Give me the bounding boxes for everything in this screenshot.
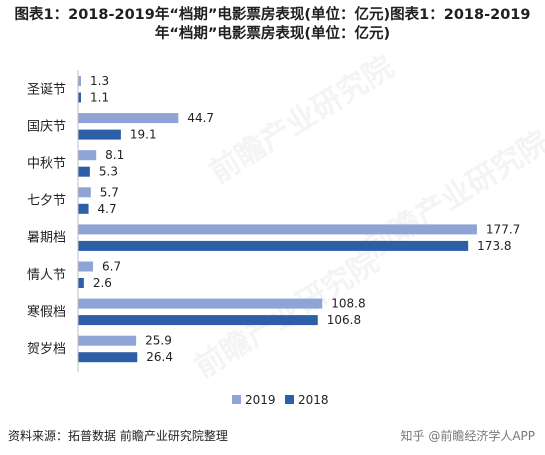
- data-label: 2.6: [93, 276, 112, 290]
- category-label: 圣诞节: [27, 82, 66, 97]
- category-label: 暑期档: [27, 231, 66, 246]
- bar-2018: [78, 92, 81, 103]
- category-label: 国庆节: [27, 119, 66, 134]
- legend-swatch-2018: [285, 395, 294, 404]
- bar-2019: [78, 298, 323, 309]
- legend-label-2019: 2019: [245, 393, 276, 407]
- bar-chart: 圣诞节 1.3 1.1 国庆节 44.7 19.1 中秋节 8.1 5.3 七夕节 5.7 4.7 暑期…: [27, 70, 520, 407]
- data-label: 173.8: [477, 239, 511, 253]
- data-label: 177.7: [486, 222, 520, 236]
- data-label: 1.3: [90, 74, 109, 88]
- credit-text: 知乎 @前瞻经济学人APP: [400, 429, 536, 443]
- bar-2018: [78, 278, 84, 288]
- bar-2018: [78, 166, 90, 177]
- data-label: 4.7: [98, 202, 117, 216]
- bar-2018: [78, 203, 89, 214]
- data-label: 25.9: [145, 334, 172, 348]
- data-label: 5.3: [99, 165, 118, 179]
- legend-label-2018: 2018: [298, 393, 329, 407]
- bar-2019: [78, 150, 97, 161]
- category-label: 情人节: [27, 268, 66, 283]
- data-label: 5.7: [100, 185, 119, 199]
- data-label: 44.7: [187, 111, 214, 125]
- data-label: 19.1: [130, 128, 157, 142]
- data-label: 108.8: [331, 297, 365, 311]
- data-label: 26.4: [146, 350, 173, 364]
- bar-2019: [78, 76, 81, 86]
- bar-2019: [78, 224, 477, 235]
- data-label: 1.1: [90, 91, 109, 105]
- bar-2019: [78, 187, 91, 198]
- data-label: 106.8: [327, 313, 361, 327]
- bar-2018: [78, 240, 469, 251]
- category-label: 寒假档: [27, 304, 66, 320]
- bar-2019: [78, 335, 137, 346]
- data-label: 6.7: [102, 260, 121, 274]
- bar-2019: [78, 261, 94, 272]
- category-label: 七夕节: [27, 194, 66, 209]
- bar-2018: [78, 129, 121, 140]
- legend-swatch-2019: [232, 395, 241, 404]
- bar-2019: [78, 113, 179, 124]
- bar-2018: [78, 315, 318, 326]
- source-note: 资料来源：拓普数据 前瞻产业研究院整理: [8, 429, 228, 443]
- chart-title: 图表1：2018-2019年“档期”电影票房表现(单位：亿元)图表1：2018-…: [14, 7, 531, 42]
- bar-2018: [78, 352, 138, 363]
- category-label: 贺岁档: [27, 342, 66, 357]
- category-label: 中秋节: [27, 156, 66, 171]
- data-label: 8.1: [105, 148, 124, 162]
